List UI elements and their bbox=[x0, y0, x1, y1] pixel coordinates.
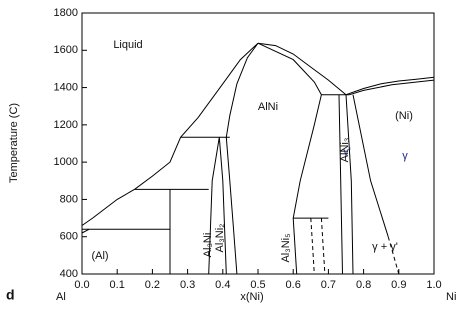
x-tick-label: 0.3 bbox=[180, 279, 195, 291]
region-label: AlNi bbox=[258, 101, 278, 113]
right-element: Ni bbox=[446, 291, 456, 303]
region-label: Al₃Ni₅ bbox=[280, 233, 292, 262]
phase-boundary bbox=[349, 79, 435, 96]
x-tick-label: 0.1 bbox=[110, 279, 125, 291]
region-label: (Al) bbox=[91, 250, 108, 262]
phase-boundary bbox=[81, 228, 90, 234]
region-label: Al₃Ni₂ bbox=[214, 224, 226, 253]
phase-boundary bbox=[320, 218, 326, 275]
region-label: Liquid bbox=[113, 39, 142, 51]
phase-boundary bbox=[257, 42, 322, 275]
phase-boundary bbox=[225, 42, 259, 138]
region-label: γ bbox=[402, 150, 408, 162]
y-tick-label: 800 bbox=[60, 193, 78, 205]
phase-boundary bbox=[352, 94, 389, 237]
x-tick-label: 0.4 bbox=[215, 279, 230, 291]
region-label: Al₃Ni bbox=[202, 233, 214, 258]
phase-boundary bbox=[257, 42, 347, 96]
x-tick-label: 0.9 bbox=[391, 279, 406, 291]
y-tick-label: 1400 bbox=[54, 81, 78, 93]
phase-boundary bbox=[225, 137, 238, 275]
phase-boundary bbox=[345, 94, 354, 275]
x-tick-label: 0.5 bbox=[250, 279, 265, 291]
x-tick-label: 0.0 bbox=[74, 279, 89, 291]
x-tick-label: 0.6 bbox=[286, 279, 301, 291]
y-tick-label: 400 bbox=[60, 268, 78, 280]
phase-boundary bbox=[81, 42, 259, 226]
phase-boundary bbox=[338, 94, 343, 275]
y-tick-label: 600 bbox=[60, 231, 78, 243]
x-tick-label: 1.0 bbox=[426, 279, 441, 291]
panel-label: d bbox=[6, 287, 15, 303]
region-label: γ' bbox=[343, 146, 351, 158]
y-tick-label: 1200 bbox=[54, 119, 78, 131]
y-axis-label: Temperature (C) bbox=[8, 103, 20, 183]
region-label: (Ni) bbox=[395, 110, 413, 122]
phase-boundary bbox=[345, 76, 435, 96]
region-label: AlNi₃ bbox=[339, 138, 351, 163]
x-tick-label: 0.7 bbox=[321, 279, 336, 291]
y-tick-label: 1800 bbox=[54, 7, 78, 19]
y-tick-label: 1000 bbox=[54, 156, 78, 168]
x-tick-label: 0.8 bbox=[356, 279, 371, 291]
y-tick-label: 1600 bbox=[54, 44, 78, 56]
left-element: Al bbox=[56, 291, 66, 303]
x-tick-label: 0.2 bbox=[145, 279, 160, 291]
region-label: γ + γ' bbox=[372, 241, 398, 253]
phase-boundary bbox=[310, 218, 315, 275]
plot-frame bbox=[81, 12, 435, 275]
x-axis-label: x(Ni) bbox=[240, 291, 263, 303]
